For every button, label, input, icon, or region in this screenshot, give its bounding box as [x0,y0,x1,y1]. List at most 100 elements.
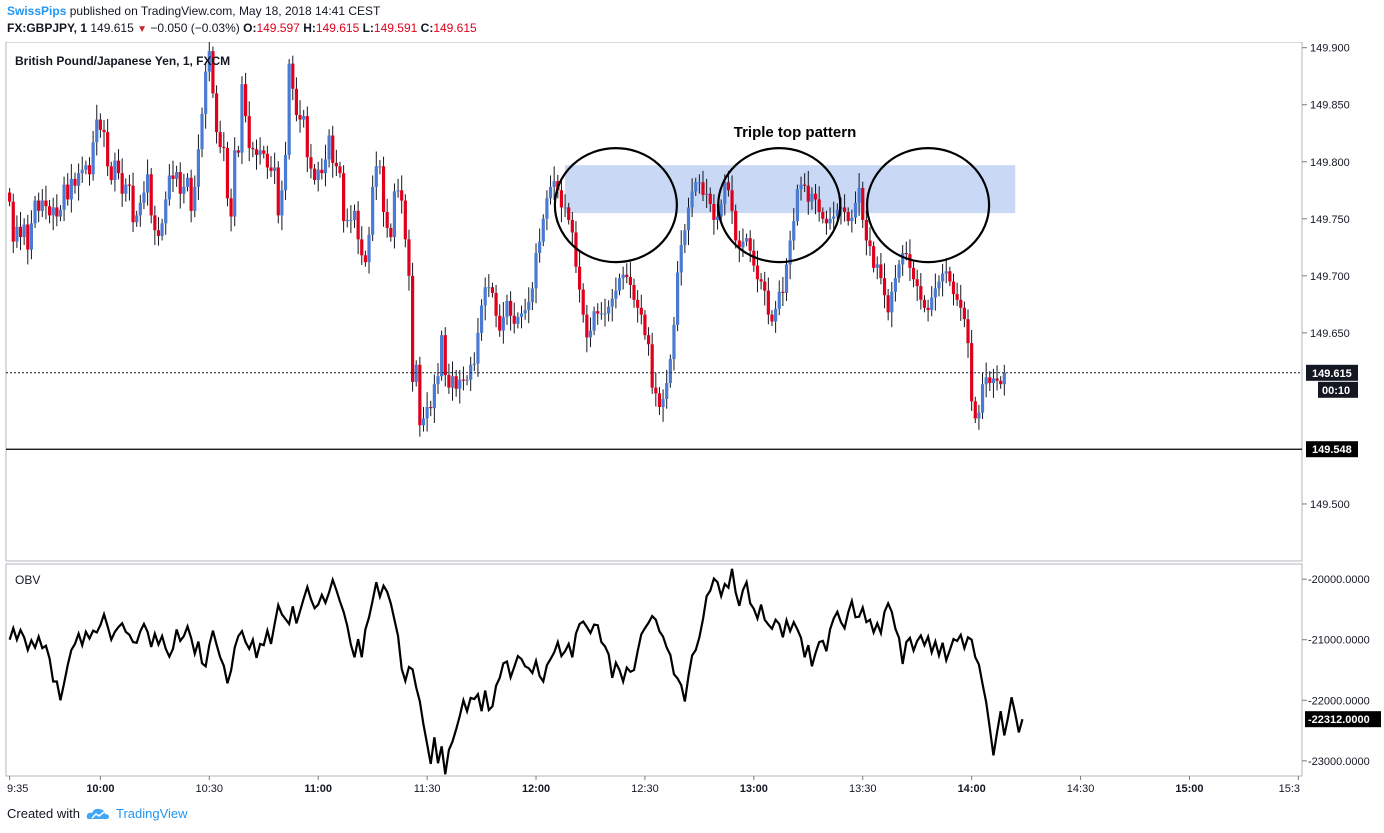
bull-candle [548,186,553,199]
bull-candle [617,278,622,291]
bear-candle [657,393,662,408]
obv-pane[interactable]: OBV -20000.0000 -21000.0000 -22000.0000 -23… [5,563,1381,777]
bull-candle [599,313,603,315]
bull-candle [316,169,320,181]
bull-candle [668,359,672,384]
bull-candle [719,203,723,217]
bull-candle [661,399,665,408]
bear-candle [229,198,233,217]
bull-candle [396,190,400,192]
bull-candle [22,224,26,238]
author-link[interactable]: SwissPips [7,4,67,18]
price-tick-label: 149.500 [1310,499,1350,511]
peak-circle [865,147,991,264]
bear-candle [643,314,647,336]
tradingview-link[interactable]: TradingView [115,806,188,821]
bear-candle [156,230,161,236]
bear-candle [218,132,222,147]
bull-candle [69,178,73,200]
bull-candle [774,308,778,322]
bull-candle [280,190,284,216]
bull-candle [196,149,201,187]
support-price-tag: 149.548 [1306,441,1358,458]
bull-candle [15,226,19,242]
bear-candle [342,173,346,222]
bear-candle [269,167,273,171]
bull-candle [690,191,694,208]
bear-candle [47,206,52,216]
bull-candle [138,202,142,216]
close-value: 149.615 [433,21,477,35]
bear-candle [265,153,269,168]
price-pane[interactable]: Triple top pattern British Pound/Japanes… [5,42,1358,562]
bear-candle [298,115,302,120]
bull-candle [62,184,66,210]
bear-candle [214,93,219,133]
bull-candle [283,154,288,191]
bear-candle [803,184,807,186]
price-axis[interactable]: 149.900 149.850 149.800 149.750 149.700 149.6… [1302,43,1350,511]
bull-candle [258,150,262,155]
price-value: 149.615 [90,21,134,35]
last-price-label: 149.615 [1312,368,1352,380]
time-axis[interactable]: 9:35 10:00 10:30 11:00 11:30 12:00 12:30 13:00 1… [7,776,1300,795]
bear-candle [98,119,102,130]
last-price-tag: 149.615 00:10 [1306,364,1358,398]
low-value: 149.591 [373,21,418,35]
bull-candle [941,273,945,282]
bull-candle [850,217,854,222]
bear-candle [915,279,919,287]
bear-candle [410,275,415,382]
bull-candle [875,264,879,268]
bear-candle [770,314,774,322]
bear-candle [55,207,59,217]
bull-candle [545,198,549,219]
bear-candle [639,307,643,315]
bull-candle [458,379,462,389]
high-label: H: [303,21,316,35]
chart-area[interactable]: Triple top pattern British Pound/Japanes… [0,42,1384,798]
price-pane-border [5,42,1303,562]
bear-candle [225,148,230,199]
open-value: 149.597 [256,21,300,35]
time-tick-label: 12:30 [631,783,659,795]
price-tick-label: 149.650 [1310,328,1350,340]
bull-candle [432,384,436,409]
bear-candle [636,299,640,308]
bear-candle [904,253,908,255]
bear-candle [824,218,829,224]
bull-candle [621,274,625,279]
bear-candle [211,51,215,94]
bear-candle [650,344,654,388]
bear-candle [879,264,883,279]
peak-circle [553,147,678,264]
bull-candle [828,218,832,224]
bull-candle [240,84,244,153]
peak-circles [553,147,991,264]
peak-circle [717,147,842,264]
bear-candle [988,377,992,384]
bear-candle [596,311,600,314]
bull-candle [980,384,985,413]
bear-candle [461,379,466,381]
bull-candle [832,216,836,219]
bull-candle [182,186,186,194]
bull-candle [440,335,444,377]
bear-candle [171,175,175,179]
bull-candle [777,291,781,309]
bull-candle [592,311,596,331]
bull-candle [810,193,814,202]
bull-candle [530,288,534,303]
bear-candle [559,190,564,208]
bull-candle [33,200,37,224]
bear-candle [294,88,299,116]
bull-candle [715,216,720,220]
bear-candle [407,239,411,276]
bear-candle [737,240,741,248]
highlight-zone [565,165,1016,214]
obv-pane-border [5,563,1303,777]
bull-candle [901,253,905,265]
obv-axis[interactable]: -20000.0000 -21000.0000 -22000.0000 -23000.… [1302,574,1370,768]
bull-candle [792,221,796,241]
bull-candle [367,234,371,263]
